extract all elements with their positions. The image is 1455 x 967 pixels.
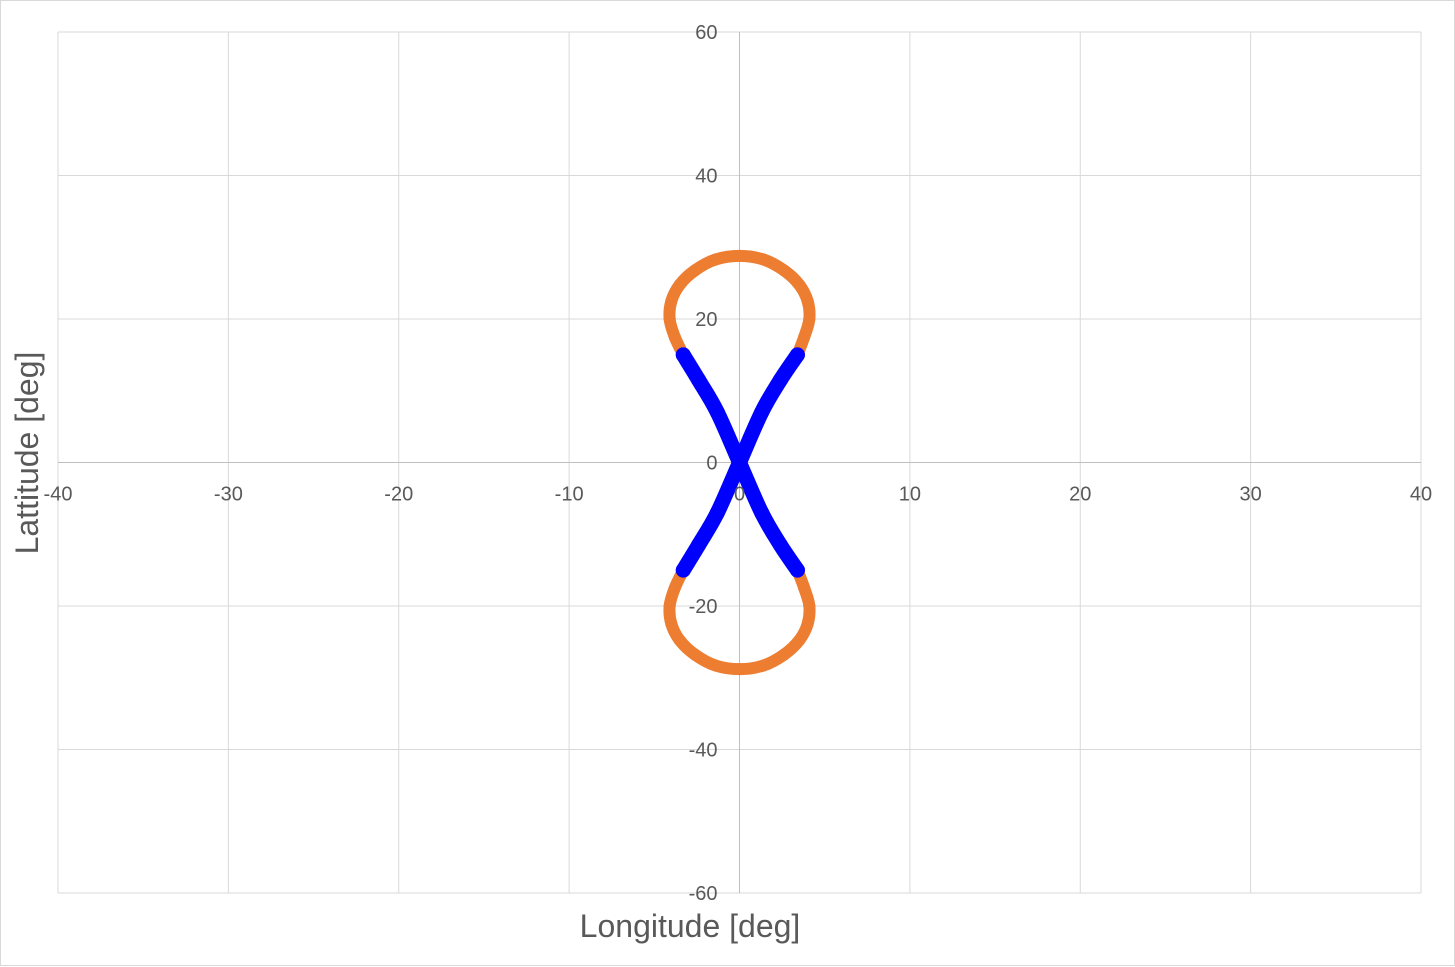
x-tick-labels: -40 -30 -20 -10 0 10 20 30 40 — [44, 484, 1433, 506]
series-0-point — [793, 634, 806, 647]
series-0-point — [709, 659, 722, 672]
series-0-point — [798, 582, 811, 595]
series-0-point — [798, 330, 811, 343]
series-0-point — [665, 617, 678, 630]
series-0-point — [663, 600, 676, 612]
series-1-point — [691, 372, 707, 388]
x-tick-label: 0 — [734, 484, 745, 506]
series-0-point — [733, 249, 746, 262]
series-0-point — [668, 582, 681, 595]
series-1-point — [732, 455, 747, 470]
series-1-point — [789, 347, 805, 363]
x-tick-label: 20 — [1069, 484, 1091, 506]
series-0-point — [757, 253, 770, 266]
series-0-point — [801, 295, 814, 308]
series-0-point — [801, 617, 814, 630]
y-tick-label: 0 — [706, 453, 717, 475]
series-1-point — [789, 562, 805, 578]
series-0-point — [733, 663, 746, 676]
series-0-point — [689, 264, 702, 277]
series-0-point — [709, 253, 722, 266]
series-0-point — [663, 313, 676, 325]
y-tick-label: 40 — [695, 166, 717, 188]
y-tick-label: -60 — [689, 883, 718, 905]
series-0-point — [757, 659, 770, 672]
series-0-point — [665, 295, 678, 308]
y-axis-title: Lattitude [deg] — [9, 352, 45, 555]
series-0-point — [689, 648, 702, 661]
series-1-point — [675, 562, 691, 578]
series-0-point — [803, 600, 816, 612]
series-1-point — [772, 372, 788, 388]
series-1-point — [772, 537, 788, 553]
x-axis-title: Longitude [deg] — [580, 908, 801, 944]
series-1-point — [675, 347, 691, 363]
x-tick-label: 30 — [1240, 484, 1262, 506]
series-1-point — [691, 537, 707, 553]
plot-series — [663, 249, 816, 676]
series-0-point — [668, 330, 681, 343]
series-0-point — [777, 648, 790, 661]
series-1-point — [709, 505, 725, 521]
series-1-point — [754, 505, 770, 521]
series-0-point — [793, 278, 806, 291]
series-0-point — [777, 264, 790, 277]
x-tick-label: -30 — [214, 484, 243, 506]
y-tick-label: 20 — [695, 309, 717, 331]
series-1-point — [754, 404, 770, 420]
y-tick-labels: -60 -40 -20 0 20 40 60 — [689, 22, 718, 905]
x-tick-label: -40 — [44, 484, 73, 506]
x-tick-label: 10 — [899, 484, 921, 506]
series-1-point — [709, 404, 725, 420]
y-tick-label: -40 — [689, 740, 718, 762]
x-tick-label: -20 — [384, 484, 413, 506]
series-0-point — [673, 278, 686, 291]
x-tick-label: -10 — [555, 484, 584, 506]
y-tick-label: -20 — [689, 596, 718, 618]
x-tick-label: 40 — [1410, 484, 1432, 506]
series-0-point — [803, 313, 816, 325]
series-0-point — [673, 634, 686, 647]
y-tick-label: 60 — [695, 22, 717, 44]
